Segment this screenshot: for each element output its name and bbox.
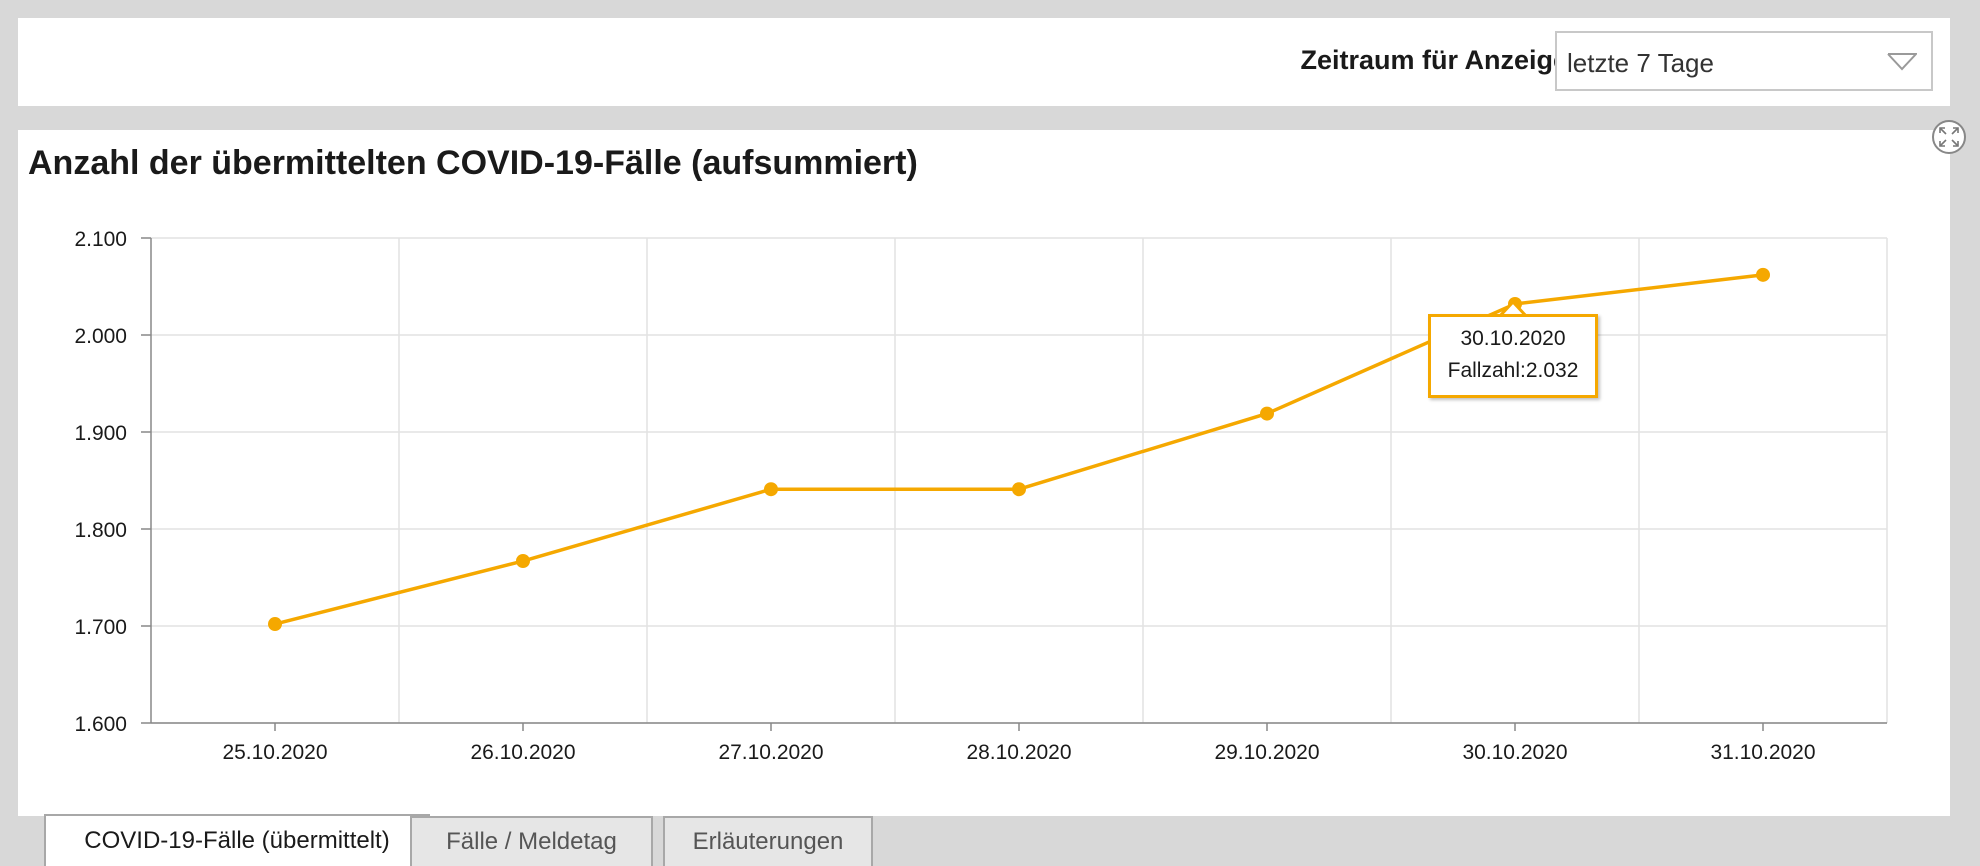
tab-faelle-meldetag[interactable]: Fälle / Meldetag	[410, 816, 653, 866]
tab-covid-faelle[interactable]: COVID-19-Fälle (übermittelt)	[44, 814, 430, 866]
x-tick-label: 29.10.2020	[1214, 741, 1319, 764]
x-tick-label: 28.10.2020	[966, 741, 1071, 764]
tooltip-value: Fallzahl:2.032	[1447, 359, 1579, 382]
line-chart: 1.600 1.700 1.800 1.900 2.000 2.100 25.10.2020…	[74, 228, 1888, 764]
x-tick-label: 31.10.2020	[1710, 741, 1815, 764]
y-tick-label: 1.600	[74, 713, 127, 736]
x-tick-label: 27.10.2020	[718, 741, 823, 764]
y-tick-label: 1.800	[74, 519, 127, 542]
data-point	[516, 554, 530, 569]
chart-tooltip: 30.10.2020 Fallzahl:2.032	[1428, 314, 1598, 398]
data-point	[1756, 267, 1770, 282]
x-tick-label: 25.10.2020	[222, 741, 327, 764]
tab-label: Erläuterungen	[692, 828, 844, 855]
period-dropdown-value: letzte 7 Tage	[1567, 48, 1714, 78]
chart-title: Anzahl der übermittelten COVID-19-Fälle …	[28, 144, 918, 182]
tab-bar: COVID-19-Fälle (übermittelt) Fälle / Mel…	[18, 814, 1950, 866]
tab-erlaeuterungen[interactable]: Erläuterungen	[663, 816, 873, 866]
data-point	[1012, 482, 1026, 497]
tab-label: COVID-19-Fälle (übermittelt)	[84, 827, 390, 854]
x-tick-label: 30.10.2020	[1462, 741, 1567, 764]
chevron-down-icon	[1887, 53, 1917, 71]
y-tick-label: 1.700	[74, 616, 127, 639]
data-point	[268, 617, 282, 632]
chart-panel: Anzahl der übermittelten COVID-19-Fälle …	[18, 130, 1950, 816]
period-label: Zeitraum für Anzeige:	[1300, 45, 1577, 75]
data-point	[1260, 406, 1274, 421]
expand-button[interactable]	[1932, 120, 1966, 154]
expand-icon	[1939, 127, 1959, 147]
y-tick-label: 2.000	[74, 325, 127, 348]
data-point	[764, 482, 778, 497]
tab-label: Fälle / Meldetag	[446, 828, 617, 855]
y-tick-label: 2.100	[74, 228, 127, 251]
tooltip-date: 30.10.2020	[1460, 327, 1566, 350]
y-tick-label: 1.900	[74, 422, 127, 445]
x-tick-label: 26.10.2020	[470, 741, 575, 764]
period-dropdown[interactable]: letzte 7 Tage	[1555, 31, 1933, 91]
